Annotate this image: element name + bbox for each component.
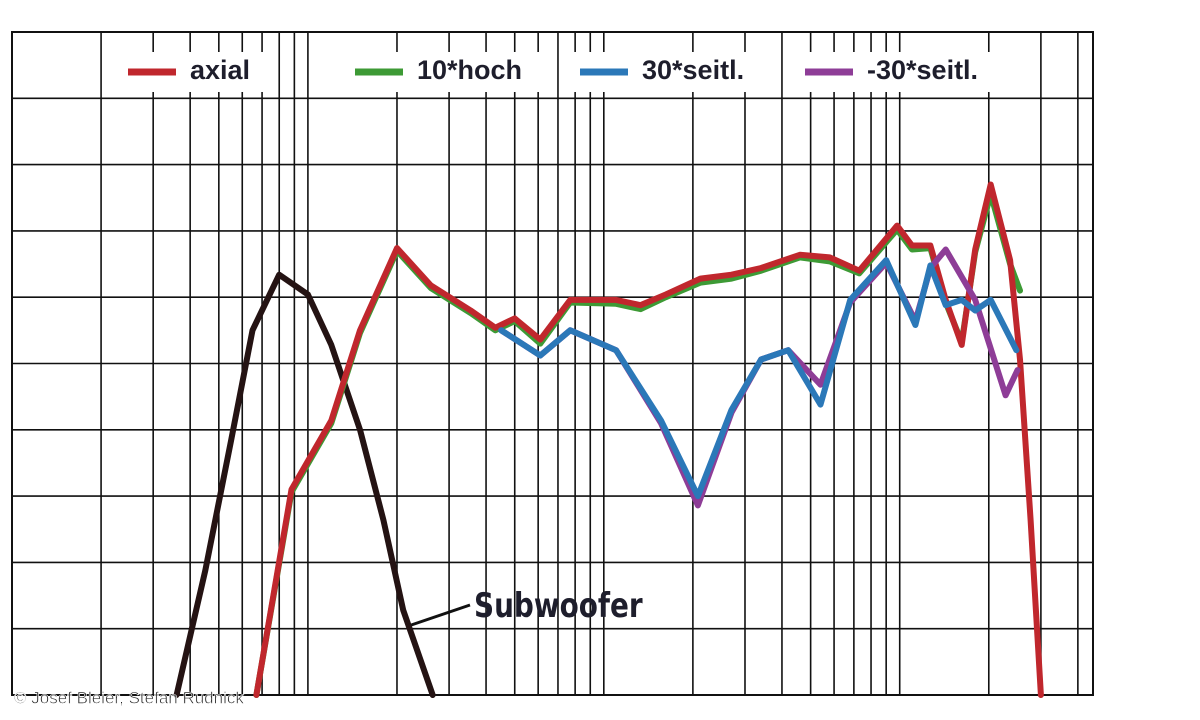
legend-label: 30*seitl. <box>642 55 744 85</box>
credit: © Josef Bleier, Stefan Rudnick <box>14 688 244 707</box>
annotation: Subwoofer <box>474 586 643 625</box>
legend-label: axial <box>190 55 250 85</box>
legend-label: 10*hoch <box>417 55 522 85</box>
legend-label: -30*seitl. <box>867 55 978 85</box>
plot-frame <box>11 31 1094 696</box>
annotation-pointer <box>410 603 471 627</box>
line <box>173 271 436 698</box>
line <box>253 181 1044 698</box>
line <box>498 257 1020 500</box>
